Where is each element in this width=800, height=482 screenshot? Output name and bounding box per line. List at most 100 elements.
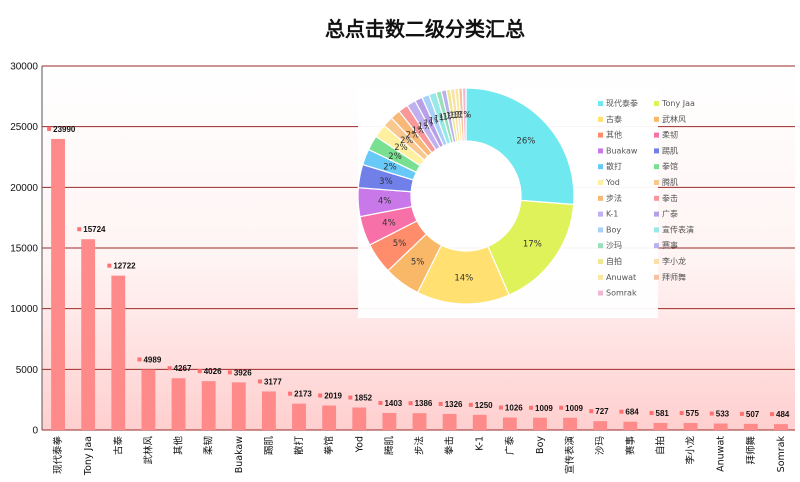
bar [442,413,457,430]
bar [713,423,728,430]
slice-percent-label: 5% [411,258,425,268]
data-label-marker [107,263,112,268]
data-label-marker [77,227,82,232]
y-tick-label: 0 [32,426,38,437]
legend-entry: 自拍 [606,256,622,266]
slice-percent-label: 4% [382,219,396,229]
legend-entry: 赛事 [662,240,678,250]
slice-percent-label: 2% [383,163,397,173]
bar [352,407,367,430]
slice-percent-label: 1% [458,111,472,121]
bar [141,369,156,430]
legend-entry: Boy [606,225,621,234]
data-label: 15724 [83,225,106,234]
bar [683,423,698,430]
x-tick-label: 其他 [173,436,185,456]
legend-swatch [654,227,659,233]
legend-swatch [598,243,603,249]
legend-swatch [654,148,659,154]
legend-entry: Buakaw [606,146,638,155]
data-label: 1386 [415,399,433,408]
bar [382,412,397,430]
legend-swatch [598,116,603,122]
data-label: 4989 [143,355,161,364]
legend-entry: 其他 [606,130,622,140]
data-label-marker [257,379,262,384]
data-label-marker [649,410,654,415]
data-label: 1009 [535,404,553,413]
x-tick-label: 古泰 [112,436,124,456]
donut-slices: 26%17%14%5%5%4%4%3%2%2%2%2%2%1%1%1%1%1%1… [357,87,575,305]
y-tick-label: 20000 [10,183,38,194]
data-label-marker [498,405,503,410]
legend-entry: 宣传表演 [662,224,694,234]
x-tick-label: 踢肌 [264,436,275,456]
legend-entry: K-1 [606,210,618,219]
legend-swatch [598,195,603,201]
slice-percent-label: 26% [516,137,535,147]
x-tick-label: 武林风 [142,436,154,465]
data-label-marker [559,405,564,410]
bar-series: 23990 15724 12722 4989 4267 4026 3926 3177 2173 2… [47,125,790,430]
legend-swatch [654,211,659,217]
x-tick-label: 现代泰拳 [52,436,64,475]
x-tick-label: Tony Jaa [83,436,94,476]
data-label-marker [438,401,443,406]
slice-percent-label: 3% [379,177,393,187]
legend-swatch [654,259,659,264]
bar [412,413,427,430]
slice-percent-label: 1% [434,115,448,125]
legend-swatch [598,227,603,233]
donut-slice [465,87,575,206]
x-tick-label: K-1 [475,436,486,451]
x-tick-label: Boy [535,436,546,454]
data-label: 1852 [354,394,372,403]
data-label: 1326 [445,400,463,409]
legend-swatch [598,101,603,106]
legend-entry: 拳馆 [662,161,678,171]
legend-swatch [598,290,603,296]
legend-swatch [598,211,603,217]
legend-swatch [654,195,659,201]
legend-swatch [654,243,659,249]
bar [292,403,306,430]
donut-chart-panel: 26%17%14%5%5%4%4%3%2%2%2%2%2%1%1%1%1%1%1… [357,87,695,318]
bar [593,421,608,430]
legend-swatch [654,274,659,280]
data-label: 23990 [53,125,76,134]
data-label: 484 [776,410,790,419]
data-label-marker [468,402,473,407]
slice-percent-label: 2% [388,152,402,162]
legend-swatch [598,180,603,185]
slice-percent-label: 1% [452,111,466,121]
legend-entry: 沙玛 [606,241,622,250]
bar [472,414,487,430]
legend-swatch [654,132,659,138]
x-tick-label: 散打 [293,436,305,456]
bar [563,417,578,430]
data-label: 1403 [384,399,402,408]
x-tick-label: Anuwat [716,436,727,472]
bar [322,405,337,430]
slice-percent-label: 1% [449,111,463,121]
legend-swatch [654,116,659,122]
legend-swatch [598,259,603,264]
data-label-marker [197,369,202,374]
bar [231,382,246,430]
x-tick-label: 沙玛 [595,436,606,455]
data-label-marker [378,400,383,405]
data-label-marker [227,370,232,375]
data-label-marker [709,411,714,416]
slice-percent-label: 1% [429,116,443,126]
x-tick-label: 腾肌 [383,436,395,456]
data-label: 507 [746,410,760,419]
slice-percent-label: 14% [454,273,473,283]
data-label-marker [348,395,353,400]
slice-percent-label: 1% [423,119,437,129]
data-label-marker [770,412,775,417]
slice-percent-label: 2% [406,130,420,140]
data-label-marker [288,391,293,396]
x-tick-label: 拳击 [444,436,456,455]
slice-percent-label: 4% [378,197,392,207]
